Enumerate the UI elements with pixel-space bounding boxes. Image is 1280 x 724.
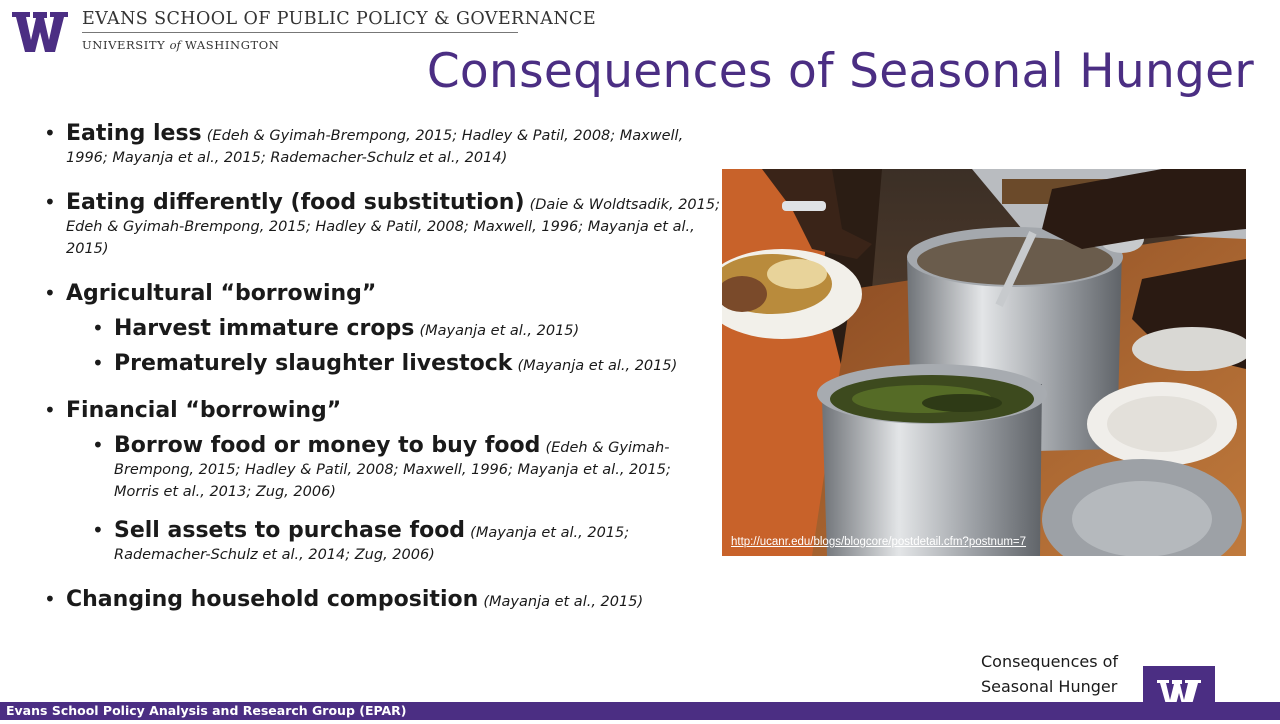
header-divider bbox=[82, 32, 518, 33]
bullet-text: Eating differently (food substitution) bbox=[66, 190, 525, 215]
bullet-eating-less: Eating less (Edeh & Gyimah-Brempong, 201… bbox=[44, 120, 720, 169]
sub-bullet-slaughter-livestock: Prematurely slaughter livestock (Mayanja… bbox=[92, 350, 720, 377]
school-name: EVANS SCHOOL OF PUBLIC POLICY & GOVERNAN… bbox=[82, 9, 596, 29]
corner-slide-label: Consequences of Seasonal Hunger bbox=[981, 652, 1119, 696]
bullet-citation: (Mayanja et al., 2015) bbox=[483, 594, 644, 610]
photo-source-link[interactable]: http://ucanr.edu/blogs/blogcore/postdeta… bbox=[731, 536, 1027, 548]
sub-bullet-harvest-immature: Harvest immature crops (Mayanja et al., … bbox=[92, 315, 720, 342]
food-pots-photo: http://ucanr.edu/blogs/blogcore/postdeta… bbox=[722, 169, 1246, 556]
bullet-citation: (Edeh & Gyimah-Brempong, 2015; Hadley & … bbox=[66, 128, 684, 166]
bullet-text: Borrow food or money to buy food bbox=[114, 433, 541, 458]
bullet-eating-differently: Eating differently (food substitution) (… bbox=[44, 189, 720, 260]
footer-org-name: Evans School Policy Analysis and Researc… bbox=[6, 703, 407, 718]
bullet-text: Sell assets to purchase food bbox=[114, 518, 466, 543]
bullet-citation: (Daie & Woldtsadik, 2015; Edeh & Gyimah-… bbox=[66, 197, 720, 257]
bullet-text: Harvest immature crops bbox=[114, 316, 415, 341]
sub-bullet-sell-assets: Sell assets to purchase food (Mayanja et… bbox=[92, 517, 720, 566]
uw-w-logo-icon bbox=[12, 12, 68, 52]
bullet-citation: (Mayanja et al., 2015) bbox=[419, 323, 580, 339]
sub-bullet-borrow-food: Borrow food or money to buy food (Edeh &… bbox=[92, 432, 720, 503]
bullet-text: Changing household composition bbox=[66, 587, 479, 612]
footer-bar: Evans School Policy Analysis and Researc… bbox=[0, 702, 1280, 720]
bullet-citation: (Edeh & Gyimah-Brempong, 2015; Hadley & … bbox=[114, 440, 671, 500]
bullet-text: Eating less bbox=[66, 121, 202, 146]
bullet-text: Financial “borrowing” bbox=[66, 398, 342, 423]
bullet-household-composition: Changing household composition (Mayanja … bbox=[44, 586, 720, 613]
bullet-citation: (Mayanja et al., 2015; Rademacher-Schulz… bbox=[114, 525, 630, 563]
bullet-agricultural-borrowing: Agricultural “borrowing” bbox=[44, 280, 720, 307]
bullet-list: Eating less (Edeh & Gyimah-Brempong, 201… bbox=[44, 120, 720, 613]
slide-title: Consequences of Seasonal Hunger bbox=[426, 44, 1254, 99]
bullet-text: Agricultural “borrowing” bbox=[66, 281, 377, 306]
bullet-citation: (Mayanja et al., 2015) bbox=[517, 358, 678, 374]
university-name: UNIVERSITY of WASHINGTON bbox=[82, 38, 280, 52]
bullet-financial-borrowing: Financial “borrowing” bbox=[44, 397, 720, 424]
bullet-text: Prematurely slaughter livestock bbox=[114, 351, 513, 376]
